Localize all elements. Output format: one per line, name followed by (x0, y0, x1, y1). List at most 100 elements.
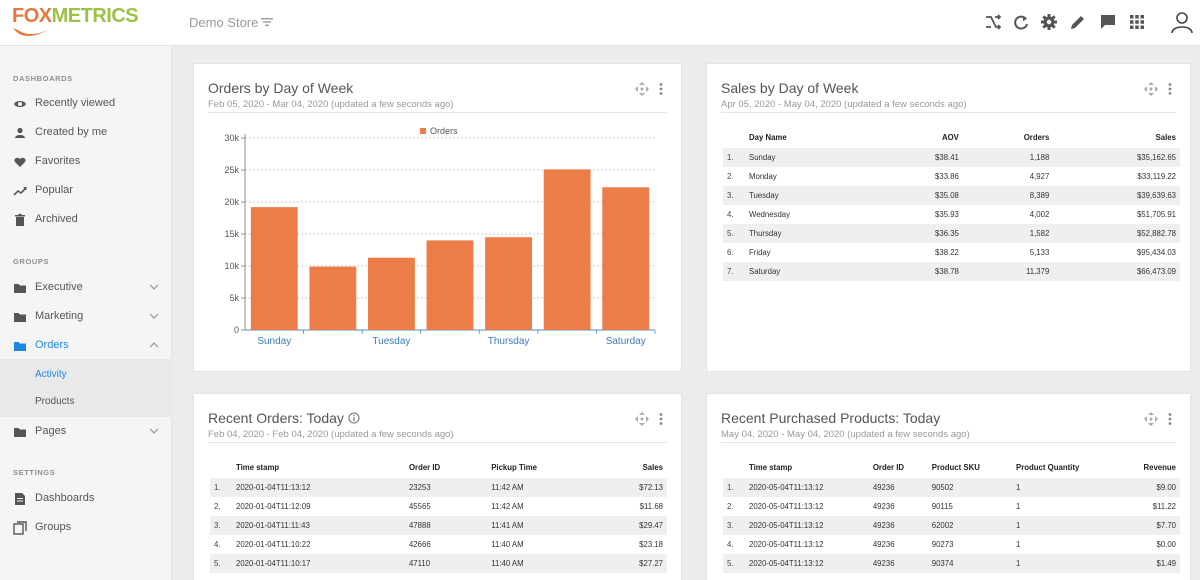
sales-table: Day Name AOV Orders Sales 1. Sunday $38.41… (723, 126, 1180, 281)
sidebar-item-settings-groups[interactable]: Groups (0, 515, 172, 541)
sidebar-item-popular[interactable]: Popular (0, 178, 172, 204)
y-tick-label: 0 (234, 325, 239, 335)
chevron-down-icon[interactable] (150, 313, 158, 319)
info-icon[interactable] (348, 412, 360, 424)
table-row[interactable]: 4. Wednesday $35.93 4,002 $51,705.91 (723, 205, 1180, 224)
bar-tuesday (368, 257, 415, 330)
row-number: 3. (723, 186, 745, 205)
col-header[interactable]: Revenue (1143, 462, 1176, 472)
sidebar-item-label: Groups (35, 521, 72, 533)
col-header[interactable]: Order ID (408, 462, 441, 472)
table-cell: $39,639.63 (1053, 186, 1180, 205)
chevron-down-icon[interactable] (150, 428, 158, 434)
col-header[interactable]: AOV (941, 132, 959, 142)
sidebar-item-pages[interactable]: Pages (0, 419, 172, 445)
col-header[interactable]: Day Name (749, 132, 787, 142)
row-number: 3. (723, 516, 745, 535)
table-cell: 11:42 AM (491, 502, 524, 511)
logo-swoosh-icon (13, 28, 50, 37)
user-icon[interactable] (1170, 10, 1194, 34)
table-row[interactable]: 4. 2020-01-04T11:10:22 42666 11:40 AM $23.18 (210, 535, 667, 554)
more-vert-icon[interactable] (1168, 413, 1172, 425)
bar-thursday (485, 237, 532, 330)
col-header[interactable]: Sales (642, 462, 663, 472)
sidebar-subitem-activity[interactable]: Activity (35, 369, 67, 380)
refresh-icon[interactable] (1011, 12, 1031, 32)
col-header[interactable]: Time stamp (749, 462, 793, 472)
bar-saturday (602, 187, 650, 330)
pencil-icon[interactable] (1068, 12, 1088, 32)
sidebar-item-label: Recently viewed (35, 97, 116, 109)
table-row[interactable]: 3. Tuesday $35.08 8,389 $39,639.63 (723, 186, 1180, 205)
sidebar-item-marketing[interactable]: Marketing (0, 304, 172, 330)
move-icon[interactable] (635, 82, 649, 96)
table-row[interactable]: 6. Friday $38.22 5,133 $95,434.03 (723, 243, 1180, 262)
move-icon[interactable] (1144, 412, 1158, 426)
folder-icon (14, 313, 26, 322)
col-header[interactable]: Product Quantity (1016, 462, 1080, 472)
store-selector[interactable]: Demo Store (189, 15, 259, 30)
table-cell: 2020-01-04T11:10:22 (236, 540, 311, 549)
table-cell: 49236 (868, 554, 928, 573)
table-row[interactable]: 5. Thursday $36.35 1,582 $52,882.78 (723, 224, 1180, 243)
table-cell: 47888 (404, 516, 488, 535)
table-row[interactable]: 5. 2020-01-04T11:10:17 47110 11:40 AM $27.27 (210, 554, 667, 573)
sidebar-item-executive[interactable]: Executive (0, 275, 172, 301)
orders-chart-card: Orders by Day of Week Feb 05, 2020 - Mar… (193, 63, 682, 372)
table-cell: Saturday (745, 262, 878, 281)
table-cell: 1,188 (962, 148, 1054, 167)
table-cell: 8,389 (962, 186, 1054, 205)
logo[interactable]: FOXMETRICS (12, 5, 139, 28)
sidebar-item-settings-dashboards[interactable]: Dashboards (0, 486, 172, 512)
sidebar-item-recently-viewed[interactable]: Recently viewed (0, 91, 172, 117)
table-row[interactable]: 5. 2020-05-04T11:13:12 49236 90374 1 $1.49 (723, 554, 1180, 573)
table-row[interactable]: 1. Sunday $38.41 1,188 $35,162.65 (723, 148, 1180, 167)
divider (721, 112, 1176, 113)
sidebar-item-favorites[interactable]: Favorites (0, 149, 172, 175)
col-header[interactable]: Pickup Time (491, 462, 538, 472)
sidebar-item-created-by-me[interactable]: Created by me (0, 120, 172, 146)
table-row[interactable]: 2. Monday $33.86 4,927 $33,119.22 (723, 167, 1180, 186)
sidebar-item-archived[interactable]: Archived (0, 207, 172, 233)
sidebar-item-orders[interactable]: Orders (0, 333, 172, 359)
more-vert-icon[interactable] (1168, 83, 1172, 95)
table-row[interactable]: 2. 2020-01-04T11:12:09 45565 11:42 AM $11.68 (210, 497, 667, 516)
sidebar-subitem-products[interactable]: Products (35, 396, 75, 407)
card-tools (1144, 82, 1172, 96)
more-vert-icon[interactable] (659, 413, 663, 425)
table-row[interactable]: 4. 2020-05-04T11:13:12 49236 90273 1 $0.00 (723, 535, 1180, 554)
table-cell: Friday (749, 248, 771, 257)
apps-grid-icon[interactable] (1127, 12, 1147, 32)
shuffle-icon[interactable] (983, 12, 1003, 32)
table-row[interactable]: 2. 2020-05-04T11:13:12 49236 90115 1 $11.22 (723, 497, 1180, 516)
col-header[interactable]: Sales (1155, 132, 1176, 142)
table-row[interactable]: 1. 2020-05-04T11:13:12 49236 90502 1 $9.00 (723, 478, 1180, 497)
card-title: Orders by Day of Week (208, 80, 354, 96)
table-cell: 45565 (408, 502, 431, 511)
col-header[interactable]: Product SKU (931, 462, 980, 472)
table-cell: $27.27 (600, 554, 667, 573)
table-cell: 2020-05-04T11:13:12 (749, 502, 824, 511)
comment-icon[interactable] (1098, 12, 1118, 32)
move-icon[interactable] (1144, 82, 1158, 96)
col-header[interactable]: Order ID (872, 462, 905, 472)
table-cell: 47110 (404, 554, 488, 573)
table-row[interactable]: 7. Saturday $38.78 11,379 $66,473.09 (723, 262, 1180, 281)
table-row[interactable]: 3. 2020-01-04T11:11:43 47888 11:41 AM $29.47 (210, 516, 667, 535)
divider (208, 442, 667, 443)
chevron-up-icon[interactable] (150, 342, 158, 348)
table-row[interactable]: 1. 2020-01-04T11:13:12 23253 11:42 AM $72.13 (210, 478, 667, 497)
gear-icon[interactable] (1039, 12, 1059, 32)
table-cell: 1 (1012, 478, 1120, 497)
col-header[interactable]: Orders (1023, 132, 1050, 142)
move-icon[interactable] (635, 412, 649, 426)
table-cell: $11.68 (639, 502, 663, 511)
table-cell: $11.22 (1152, 502, 1176, 511)
col-header[interactable]: Time stamp (236, 462, 280, 472)
more-vert-icon[interactable] (659, 83, 663, 95)
chevron-down-icon[interactable] (150, 284, 158, 290)
filter-icon[interactable] (261, 16, 273, 28)
table-cell: $72.13 (600, 478, 667, 497)
table-cell: $35.08 (877, 186, 963, 205)
table-row[interactable]: 3. 2020-05-04T11:13:12 49236 62002 1 $7.70 (723, 516, 1180, 535)
